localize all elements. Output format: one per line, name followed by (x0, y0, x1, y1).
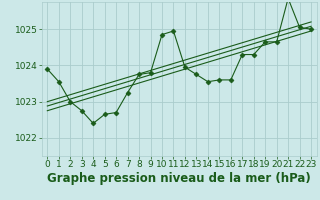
X-axis label: Graphe pression niveau de la mer (hPa): Graphe pression niveau de la mer (hPa) (47, 172, 311, 185)
